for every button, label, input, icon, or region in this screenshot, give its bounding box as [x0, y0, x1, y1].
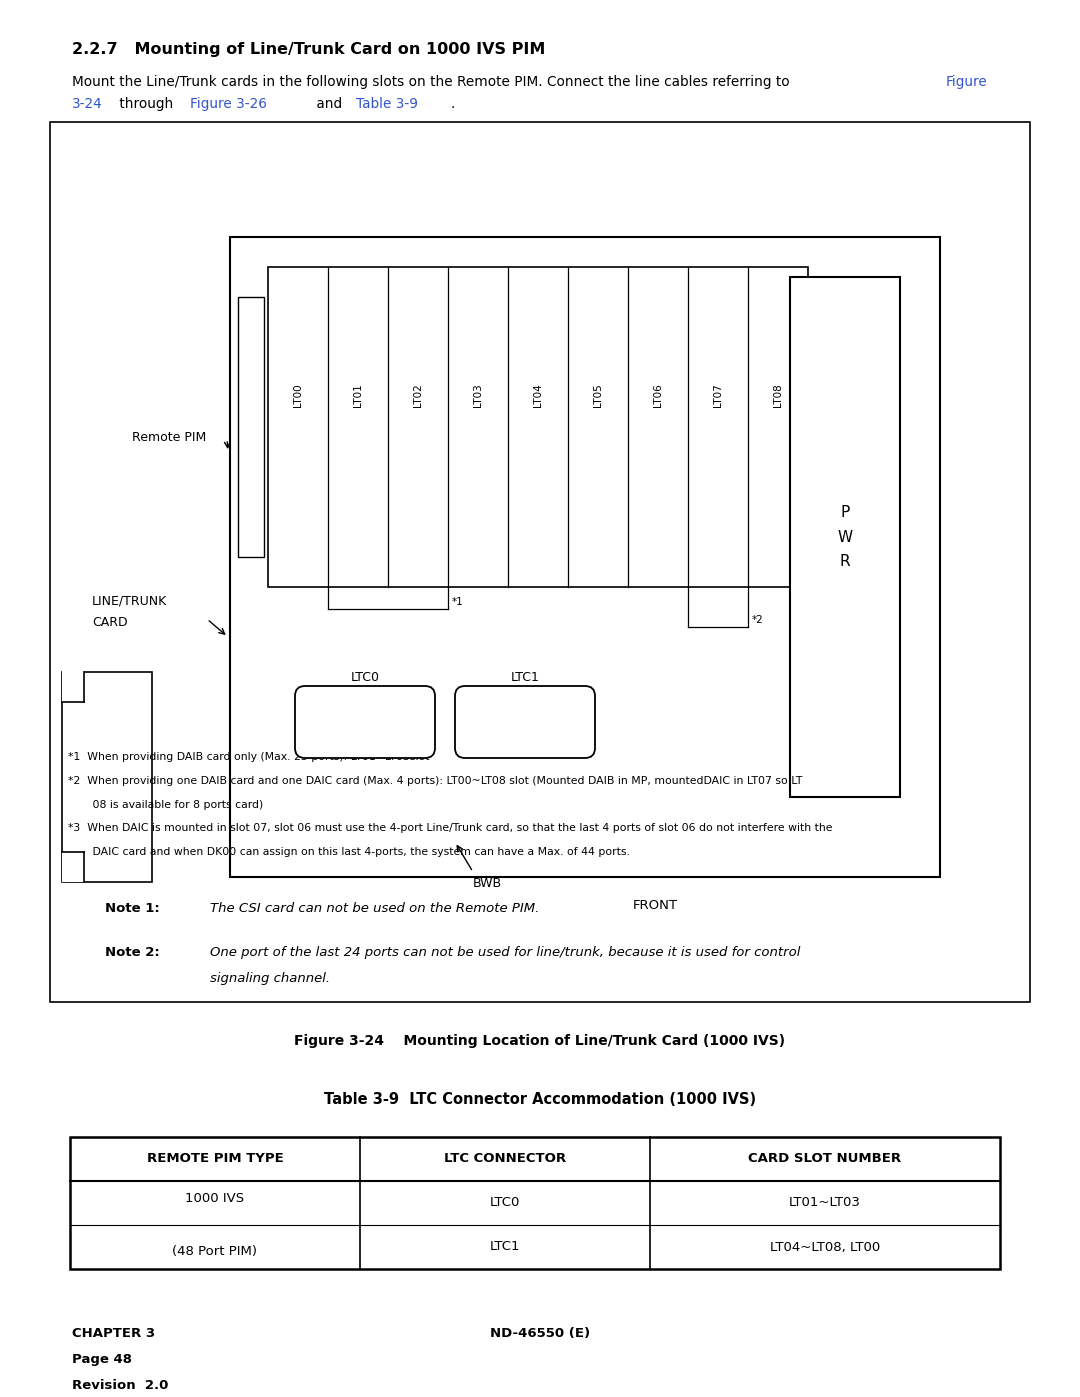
Text: LTC0: LTC0 [490, 1196, 521, 1210]
Bar [230, 237, 940, 877]
Text: CHAPTER 3: CHAPTER 3 [72, 1327, 156, 1340]
Text: LT01: LT01 [353, 383, 363, 407]
Text: (48 Port PIM): (48 Port PIM) [173, 1245, 257, 1257]
Bar [70, 1137, 1000, 1268]
Text: LT05: LT05 [593, 383, 603, 407]
Text: One port of the last 24 ports can not be used for line/trunk, because it is used: One port of the last 24 ports can not be… [210, 946, 800, 958]
Text: Figure 3-26: Figure 3-26 [190, 96, 267, 110]
Text: P
W
R: P W R [837, 504, 852, 569]
Text: through: through [114, 96, 177, 110]
Bar [238, 298, 264, 557]
Bar [62, 852, 84, 882]
Text: 2.2.7   Mounting of Line/Trunk Card on 1000 IVS PIM: 2.2.7 Mounting of Line/Trunk Card on 100… [72, 42, 545, 57]
Text: REMOTE PIM TYPE: REMOTE PIM TYPE [147, 1153, 283, 1165]
Text: 1000 IVS: 1000 IVS [186, 1193, 244, 1206]
Text: BWB: BWB [473, 877, 502, 890]
Text: FRONT: FRONT [633, 900, 677, 912]
Text: .: . [451, 96, 456, 110]
Text: LTC CONNECTOR: LTC CONNECTOR [444, 1153, 566, 1165]
Bar [62, 672, 152, 882]
Text: LT01~LT03: LT01~LT03 [789, 1196, 861, 1210]
Text: LT02: LT02 [413, 383, 423, 407]
Text: Figure: Figure [946, 75, 988, 89]
Text: Table 3-9  LTC Connector Accommodation (1000 IVS): Table 3-9 LTC Connector Accommodation (1… [324, 1092, 756, 1106]
Text: *2  When providing one DAIB card and one DAIC card (Max. 4 ports): LT00~LT08 slo: *2 When providing one DAIB card and one … [68, 775, 802, 785]
Text: *1  When providing DAIB card only (Max. 23 ports): LT01~LT03slot: *1 When providing DAIB card only (Max. 2… [68, 752, 430, 761]
Text: LT08: LT08 [773, 383, 783, 407]
Text: LT06: LT06 [653, 383, 663, 407]
Text: Note 2:: Note 2: [105, 946, 160, 958]
Bar [62, 666, 84, 703]
Text: Revision  2.0: Revision 2.0 [72, 1379, 168, 1391]
Text: ND-46550 (E): ND-46550 (E) [490, 1327, 590, 1340]
Text: 3-24: 3-24 [72, 96, 103, 110]
Text: LT04: LT04 [534, 383, 543, 407]
Text: *1: *1 [453, 597, 463, 608]
Text: and: and [312, 96, 347, 110]
Text: *2: *2 [752, 615, 764, 624]
Text: signaling channel.: signaling channel. [210, 972, 330, 985]
Text: LT00: LT00 [293, 383, 303, 407]
Text: Table 3-9: Table 3-9 [356, 96, 418, 110]
FancyBboxPatch shape [455, 686, 595, 759]
Bar [50, 122, 1030, 1002]
Text: Remote PIM: Remote PIM [132, 430, 206, 443]
Text: LTC1: LTC1 [511, 671, 539, 685]
Text: Page 48: Page 48 [72, 1354, 132, 1366]
Bar [268, 267, 808, 587]
Text: Figure 3-24    Mounting Location of Line/Trunk Card (1000 IVS): Figure 3-24 Mounting Location of Line/Tr… [295, 1034, 785, 1048]
Text: LT04~LT08, LT00: LT04~LT08, LT00 [770, 1241, 880, 1253]
Text: Mount the Line/Trunk cards in the following slots on the Remote PIM. Connect the: Mount the Line/Trunk cards in the follow… [72, 75, 794, 89]
Text: The CSI card can not be used on the Remote PIM.: The CSI card can not be used on the Remo… [210, 902, 539, 915]
FancyBboxPatch shape [295, 686, 435, 759]
Text: CARD SLOT NUMBER: CARD SLOT NUMBER [748, 1153, 902, 1165]
Text: DAIC card and when DK00 can assign on this last 4-ports, the system can have a M: DAIC card and when DK00 can assign on th… [68, 847, 630, 858]
Text: 08 is available for 8 ports card): 08 is available for 8 ports card) [68, 799, 264, 810]
Bar [789, 277, 900, 798]
Text: LINE/TRUNK: LINE/TRUNK [92, 594, 167, 608]
Text: *3  When DAIC is mounted in slot 07, slot 06 must use the 4-port Line/Trunk card: *3 When DAIC is mounted in slot 07, slot… [68, 823, 833, 834]
Text: CARD: CARD [92, 616, 127, 629]
Text: Note 1:: Note 1: [105, 902, 160, 915]
Text: LTC0: LTC0 [351, 671, 379, 685]
Text: LTC1: LTC1 [489, 1241, 521, 1253]
Text: LT03: LT03 [473, 383, 483, 407]
Text: LT07: LT07 [713, 383, 723, 407]
